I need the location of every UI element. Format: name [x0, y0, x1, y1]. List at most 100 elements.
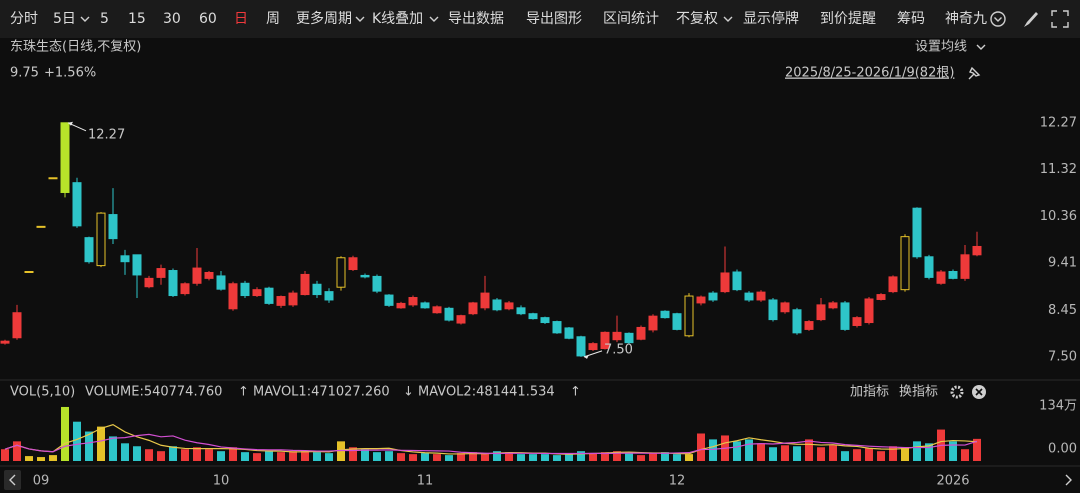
fullscreen-icon[interactable]	[1051, 10, 1069, 28]
volume-bar	[397, 453, 405, 461]
candle-body	[912, 207, 922, 258]
toolbar-item[interactable]: 5日	[53, 11, 76, 27]
volume-bar	[841, 451, 849, 461]
candle-body	[732, 271, 742, 291]
candle-body	[300, 273, 310, 296]
toolbar-item[interactable]: 导出图形	[526, 11, 582, 27]
candle-body	[228, 283, 238, 310]
volume-bar	[661, 452, 669, 461]
toolbar-item[interactable]: 15	[128, 11, 146, 27]
volume-bar	[637, 455, 645, 461]
toolbar-item[interactable]: 更多周期	[296, 10, 352, 27]
volume-bar	[25, 456, 33, 461]
volume-tick-label: 0.00	[1048, 442, 1077, 457]
more-icon[interactable]	[990, 11, 1006, 27]
toolbar-item[interactable]: 显示停牌	[743, 10, 799, 27]
candle-body	[720, 272, 730, 293]
volume-bar	[529, 454, 537, 461]
volume-bar	[169, 446, 177, 461]
mavol1-arrow: ↓	[403, 385, 414, 400]
toolbar-item[interactable]: 5	[100, 11, 109, 27]
toolbar-item[interactable]: 30	[163, 11, 181, 27]
toolbar-item[interactable]: K线叠加	[372, 11, 423, 27]
candle-body	[504, 302, 514, 310]
toolbar-item[interactable]: 60	[199, 11, 217, 27]
volume-bar	[829, 445, 837, 461]
volume-bar	[409, 454, 417, 461]
close-icon-cross	[975, 388, 983, 396]
switch-indicator[interactable]: 换指标	[899, 385, 938, 400]
more-chevron	[994, 17, 1002, 22]
candle-body	[468, 302, 478, 315]
toolbar-item[interactable]: 分时	[10, 11, 38, 27]
candle-body	[24, 271, 34, 274]
candle-body	[216, 275, 226, 290]
toolbar-item[interactable]: 不复权	[676, 10, 718, 27]
volume-bar	[253, 453, 261, 461]
volume-bar	[517, 454, 525, 461]
candle-body	[324, 291, 334, 301]
candle-body	[660, 310, 670, 319]
volume-bar	[241, 452, 249, 461]
volume-bar	[673, 454, 681, 461]
toolbar	[0, 0, 1080, 38]
volume-bar	[817, 447, 825, 461]
candle-body	[684, 295, 694, 337]
candle-body	[288, 292, 298, 306]
candle-body	[444, 307, 454, 321]
draw-icon[interactable]	[1024, 12, 1038, 27]
candle-body	[936, 271, 946, 284]
candle-body	[648, 315, 658, 331]
annotation-arrowhead	[68, 121, 73, 126]
candle-body	[48, 177, 58, 180]
candle-body	[72, 182, 82, 227]
candle-body	[372, 275, 382, 292]
candle-body	[540, 317, 550, 324]
toolbar-item[interactable]: 神奇九	[945, 10, 987, 27]
volume-bar	[145, 449, 153, 461]
x-tick-label: 12	[669, 474, 686, 489]
pin-icon[interactable]	[968, 66, 981, 80]
candle-body	[612, 331, 622, 341]
candle-body	[144, 277, 154, 288]
scroll-right-arrow[interactable]	[1065, 474, 1072, 486]
candle-body	[36, 225, 46, 228]
mavol2-arrow: ↑	[570, 385, 581, 400]
candle-body	[900, 236, 910, 291]
y-tick-label: 12.27	[1040, 115, 1077, 130]
ma-setting[interactable]: 设置均线	[915, 40, 967, 55]
toolbar-item[interactable]: 导出数据	[448, 11, 504, 27]
volume-bar	[229, 447, 237, 461]
candle-body	[816, 304, 826, 321]
volume-bar	[469, 452, 477, 461]
candle-body	[396, 302, 406, 309]
candle-body	[876, 294, 886, 300]
candle-body	[456, 315, 466, 324]
candle-body	[12, 312, 22, 339]
toolbar-item[interactable]: 日	[234, 11, 248, 27]
candle-body	[0, 340, 10, 344]
x-tick-label: 09	[33, 474, 50, 489]
settings-icon[interactable]	[950, 385, 964, 399]
ma-setting-chevron	[976, 44, 986, 50]
volume-bar	[349, 447, 357, 461]
scroll-left[interactable]	[4, 470, 21, 490]
candle-body	[276, 296, 286, 306]
volume-bar	[745, 439, 753, 461]
volume-bar	[385, 451, 393, 461]
volume-bar	[769, 447, 777, 461]
y-tick-label: 7.50	[1048, 349, 1077, 364]
toolbar-item[interactable]: 筹码	[897, 10, 925, 27]
toolbar-item[interactable]: 区间统计	[603, 11, 659, 27]
volume-bar	[181, 449, 189, 461]
annotation-label: 12.27	[88, 127, 125, 142]
toolbar-item[interactable]: 周	[266, 11, 280, 27]
add-indicator[interactable]: 加指标	[850, 385, 889, 400]
candle-body	[420, 302, 430, 309]
volume-bar	[853, 449, 861, 461]
volume-bar	[85, 431, 93, 461]
toolbar-item[interactable]: 到价提醒	[820, 11, 876, 27]
candle-body	[192, 267, 202, 284]
ma10-line	[4, 433, 978, 455]
